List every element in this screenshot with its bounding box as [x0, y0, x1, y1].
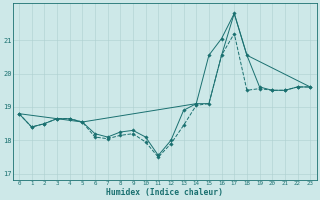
X-axis label: Humidex (Indice chaleur): Humidex (Indice chaleur) — [106, 188, 223, 197]
